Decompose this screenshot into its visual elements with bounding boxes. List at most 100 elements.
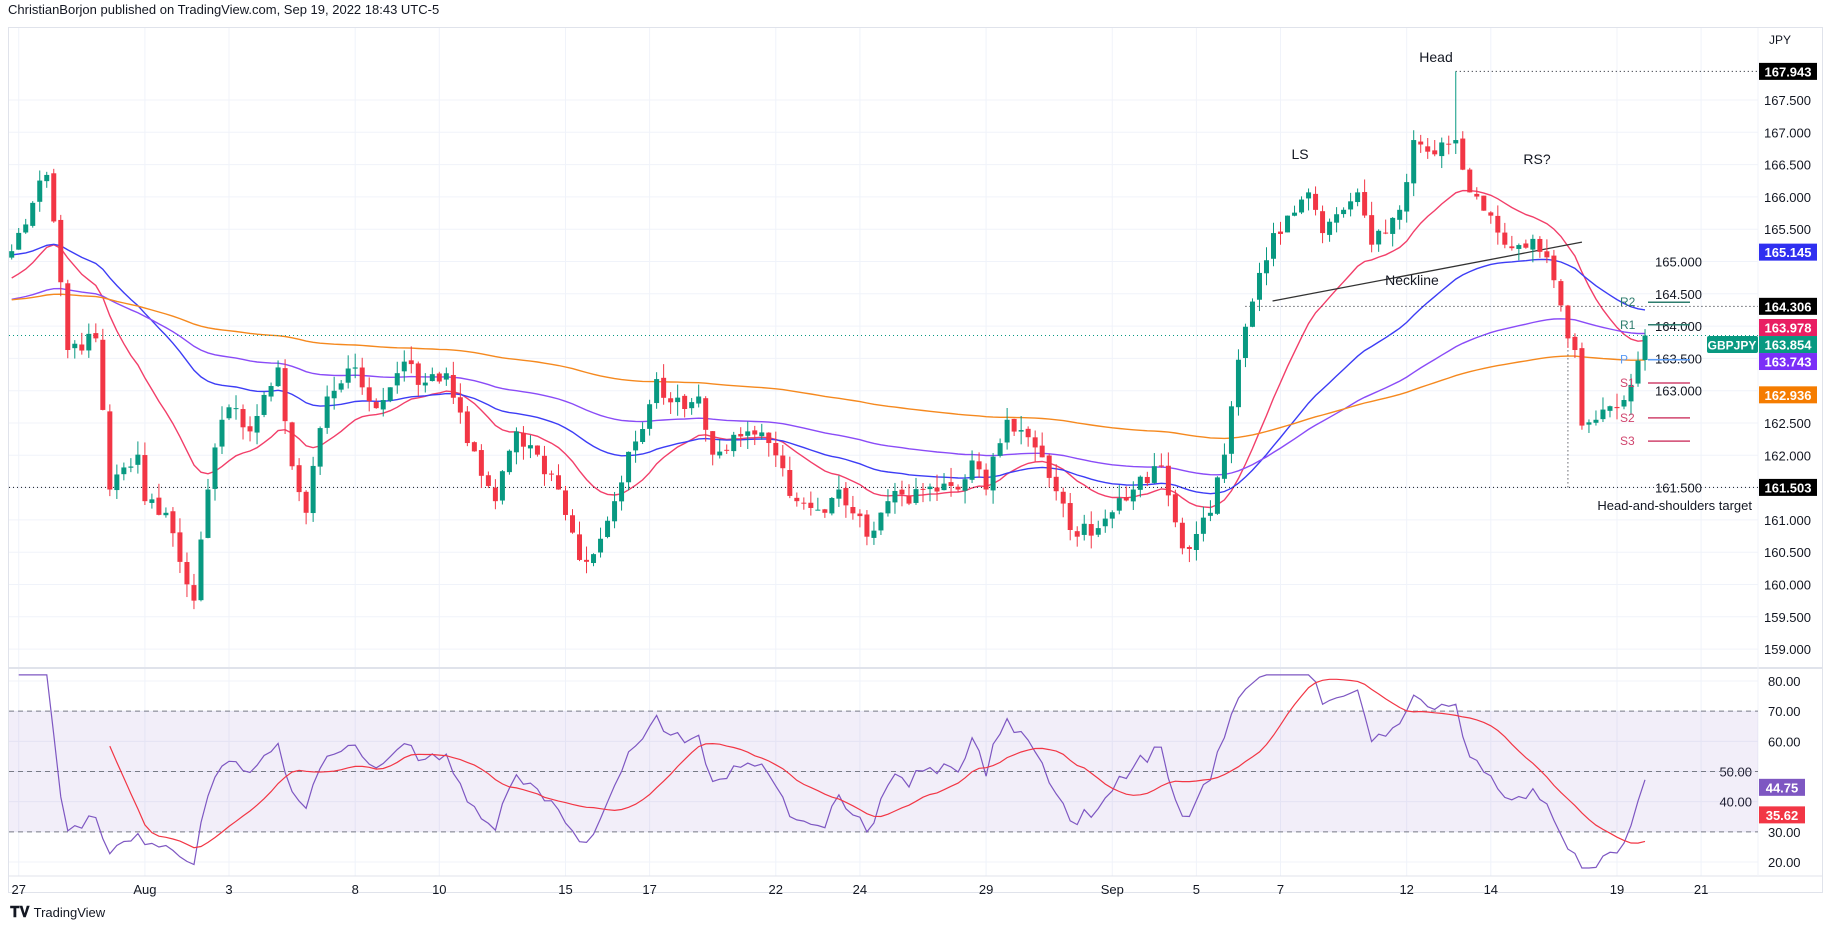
candle-body xyxy=(822,509,828,513)
price-label-bg xyxy=(1759,353,1817,371)
candle-body xyxy=(1635,360,1641,384)
candle-body xyxy=(534,445,540,455)
candle-body xyxy=(1256,272,1262,300)
candle-body xyxy=(72,343,78,349)
candle-body xyxy=(1299,199,1305,213)
price-axis-tick: 167.000 xyxy=(1764,125,1811,140)
candle-body xyxy=(303,491,309,513)
time-axis-tick: 19 xyxy=(1610,882,1624,897)
candle-body xyxy=(871,530,877,538)
price-axis-tick: 164.000 xyxy=(1655,319,1702,334)
candle-body xyxy=(58,219,64,283)
annotation-ls: LS xyxy=(1291,146,1308,162)
candle-body xyxy=(44,174,50,182)
price-label: 163.854 xyxy=(1765,338,1813,353)
rsi-axis-tick: 80.00 xyxy=(1768,674,1801,689)
candle-body xyxy=(548,473,554,475)
candle-body xyxy=(1621,400,1627,407)
publish-header: ChristianBorjon published on TradingView… xyxy=(8,2,440,17)
candle-body xyxy=(156,497,162,515)
candle-body xyxy=(1642,335,1648,361)
candle-body xyxy=(654,379,660,404)
candle-body xyxy=(703,398,709,430)
candle-body xyxy=(464,411,470,444)
candle-body xyxy=(1551,255,1557,281)
candle-body xyxy=(79,344,85,351)
time-axis-tick: 8 xyxy=(352,882,359,897)
candle-body xyxy=(633,441,639,451)
candle-body xyxy=(289,422,295,467)
candle-body xyxy=(1172,494,1178,523)
price-label: 163.743 xyxy=(1765,355,1812,370)
candle-body xyxy=(843,488,849,506)
candle-body xyxy=(205,489,211,538)
candle-body xyxy=(570,515,575,533)
candle-body xyxy=(345,368,351,383)
candle-body xyxy=(541,455,547,475)
price-label-bg xyxy=(1759,62,1817,80)
rsi-axis-tick: 20.00 xyxy=(1768,855,1801,870)
candle-body xyxy=(1488,212,1494,216)
price-axis-tick: 164.500 xyxy=(1655,287,1702,302)
price-label-bg xyxy=(1759,243,1817,261)
price-label-bg xyxy=(1759,478,1817,496)
time-axis-tick: 22 xyxy=(769,882,783,897)
candle-body xyxy=(1067,503,1073,531)
candle-body xyxy=(513,431,519,453)
candle-body xyxy=(1334,214,1340,223)
candle-body xyxy=(142,455,148,502)
time-axis-tick: 12 xyxy=(1399,882,1413,897)
candle-body xyxy=(794,497,800,502)
symbol-tag: GBPJPY xyxy=(1708,339,1757,353)
candle-body xyxy=(1600,409,1606,420)
candle-body xyxy=(1242,326,1248,359)
candle-body xyxy=(1383,232,1389,234)
candle-body xyxy=(121,467,127,475)
candle-body xyxy=(1544,251,1550,258)
candle-body xyxy=(969,460,975,480)
candle-body xyxy=(1263,260,1269,274)
candle-body xyxy=(1158,465,1164,467)
rsi-line xyxy=(18,674,1646,869)
candle-body xyxy=(114,474,120,491)
candle-body xyxy=(913,489,919,503)
candle-body xyxy=(1060,491,1066,504)
candle-body xyxy=(471,442,477,452)
price-label-bg xyxy=(1759,297,1817,315)
candle-body xyxy=(1165,465,1171,496)
candle-body xyxy=(387,387,393,401)
candle-body xyxy=(296,465,302,493)
price-axis-tick: 163.500 xyxy=(1655,351,1702,366)
tradingview-logo[interactable]: 𝐓𝐕 TradingView xyxy=(10,904,105,921)
time-axis-tick: 21 xyxy=(1694,882,1708,897)
candle-body xyxy=(93,333,99,339)
candle-body xyxy=(254,415,260,433)
candle-body xyxy=(1151,466,1157,483)
candle-body xyxy=(717,451,723,456)
candle-body xyxy=(37,180,43,202)
time-axis-tick: 5 xyxy=(1193,882,1200,897)
candle-body xyxy=(1390,217,1396,234)
rsi-axis-tick: 30.00 xyxy=(1768,825,1801,840)
candle-body xyxy=(1418,141,1424,145)
candle-body xyxy=(527,445,533,449)
candle-body xyxy=(1144,476,1150,484)
candle-body xyxy=(1214,477,1220,514)
time-axis-tick: 10 xyxy=(432,882,446,897)
price-axis-tick: 161.500 xyxy=(1655,481,1702,496)
candle-body xyxy=(51,173,57,222)
candle-body xyxy=(1586,422,1592,425)
candle-body xyxy=(1453,140,1459,144)
candle-body xyxy=(1179,522,1185,549)
candle-body xyxy=(948,482,954,486)
candle-body xyxy=(1446,143,1452,145)
candle-body xyxy=(233,408,239,410)
candle-body xyxy=(1467,169,1473,193)
candle-body xyxy=(1495,215,1501,233)
candle-body xyxy=(1460,138,1466,170)
candle-body xyxy=(1593,419,1599,423)
candle-body xyxy=(885,501,891,514)
candle-body xyxy=(1509,246,1515,249)
candle-body xyxy=(1193,533,1199,550)
